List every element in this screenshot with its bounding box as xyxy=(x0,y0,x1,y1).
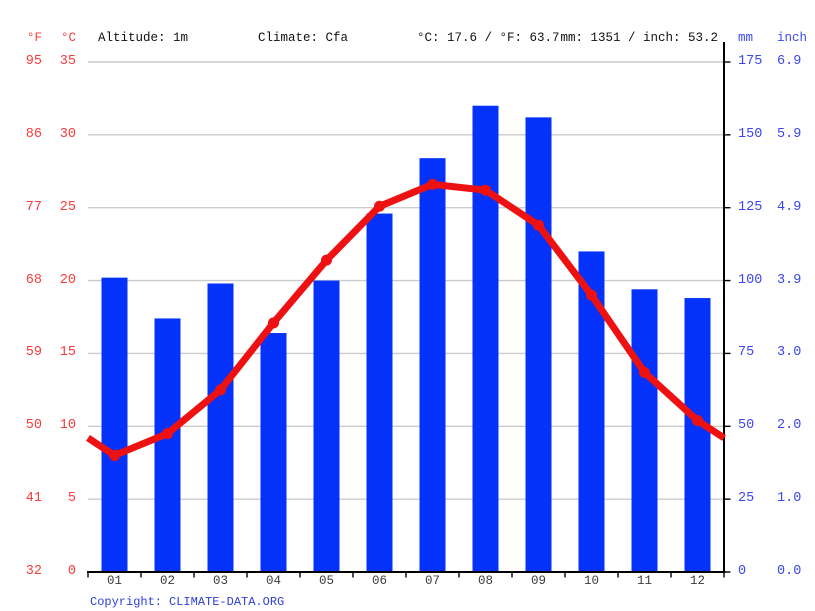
tick-inch-3.9: 3.9 xyxy=(777,272,802,288)
annual-precipitation-summary: mm: 1351 / inch: 53.2 xyxy=(560,31,718,45)
tick-c-15: 15 xyxy=(59,345,76,361)
temperature-point-04 xyxy=(268,317,279,329)
fahrenheit-unit-label: °F xyxy=(26,31,42,45)
tick-inch-2.0: 2.0 xyxy=(777,418,802,434)
footer-copyright: Copyright: CLIMATE-DATA.ORG xyxy=(90,595,284,609)
tick-inch-5.9: 5.9 xyxy=(777,126,802,142)
tick-inch-1.0: 1.0 xyxy=(777,491,802,507)
annual-temperature-summary: °C: 17.6 / °F: 63.7 xyxy=(417,31,560,45)
tick-mm-25: 25 xyxy=(738,491,755,507)
tick-f-86: 86 xyxy=(25,126,42,142)
temperature-point-12 xyxy=(692,414,703,426)
precip-bar-08 xyxy=(472,105,499,572)
month-label-02: 02 xyxy=(159,574,175,588)
temperature-point-01 xyxy=(109,449,120,461)
month-label-07: 07 xyxy=(424,574,440,588)
mm-unit-label: mm xyxy=(738,31,754,45)
month-label-08: 08 xyxy=(477,574,493,588)
tick-mm-175: 175 xyxy=(738,54,763,69)
month-label-11: 11 xyxy=(636,574,652,588)
precip-bar-03 xyxy=(207,283,234,572)
tick-inch-6.9: 6.9 xyxy=(777,54,802,69)
temperature-point-07 xyxy=(427,178,438,190)
precip-bar-01 xyxy=(101,277,128,572)
temperature-point-09 xyxy=(533,219,544,231)
month-label-05: 05 xyxy=(318,574,334,588)
celsius-unit-label: °C xyxy=(60,31,76,45)
temperature-point-06 xyxy=(374,200,385,212)
tick-mm-125: 125 xyxy=(738,199,763,215)
precip-bar-09 xyxy=(525,117,552,572)
month-label-04: 04 xyxy=(265,574,281,588)
tick-mm-0: 0 xyxy=(738,564,747,579)
tick-c-10: 10 xyxy=(59,418,76,434)
tick-inch-4.9: 4.9 xyxy=(777,199,802,215)
precip-bar-07 xyxy=(419,158,446,572)
month-label-12: 12 xyxy=(689,574,705,588)
tick-mm-75: 75 xyxy=(738,345,755,361)
tick-f-77: 77 xyxy=(25,199,42,215)
temperature-point-05 xyxy=(321,254,332,266)
temperature-point-10 xyxy=(586,289,597,301)
tick-f-59: 59 xyxy=(25,345,42,361)
tick-f-32: 32 xyxy=(25,564,42,579)
temperature-point-02 xyxy=(162,428,173,440)
tick-f-95: 95 xyxy=(25,54,42,69)
precip-bar-02 xyxy=(154,318,181,572)
copyright-label: Copyright: xyxy=(90,595,163,609)
month-label-09: 09 xyxy=(530,574,546,588)
tick-inch-3.0: 3.0 xyxy=(777,345,802,361)
tick-inch-0.0: 0.0 xyxy=(777,564,802,579)
tick-f-50: 50 xyxy=(25,418,42,434)
temperature-point-11 xyxy=(639,366,650,378)
tick-c-25: 25 xyxy=(59,199,76,215)
tick-c-5: 5 xyxy=(67,491,76,507)
temperature-line xyxy=(86,180,726,459)
climate-data-link[interactable]: CLIMATE-DATA.ORG xyxy=(169,595,285,609)
climate-type-label: Climate: Cfa xyxy=(258,31,349,45)
precip-bar-04 xyxy=(260,333,287,572)
month-label-01: 01 xyxy=(106,574,122,588)
month-label-06: 06 xyxy=(371,574,387,588)
temperature-point-03 xyxy=(215,384,226,396)
altitude-label: Altitude: 1m xyxy=(98,31,189,45)
tick-mm-50: 50 xyxy=(738,418,755,434)
month-label-10: 10 xyxy=(583,574,599,588)
tick-c-35: 35 xyxy=(59,54,76,69)
precip-bar-06 xyxy=(366,213,393,573)
tick-mm-150: 150 xyxy=(738,126,763,142)
tick-c-0: 0 xyxy=(67,564,76,579)
month-label-03: 03 xyxy=(212,574,228,588)
precip-bar-12 xyxy=(684,298,711,572)
inch-unit-label: inch xyxy=(777,31,808,45)
precip-bar-05 xyxy=(313,280,340,572)
tick-f-68: 68 xyxy=(25,272,42,288)
tick-f-41: 41 xyxy=(25,491,42,507)
tick-c-30: 30 xyxy=(59,126,76,142)
tick-mm-100: 100 xyxy=(738,272,763,288)
temperature-point-08 xyxy=(480,184,491,196)
precip-bar-11 xyxy=(631,289,658,572)
tick-c-20: 20 xyxy=(59,272,76,288)
